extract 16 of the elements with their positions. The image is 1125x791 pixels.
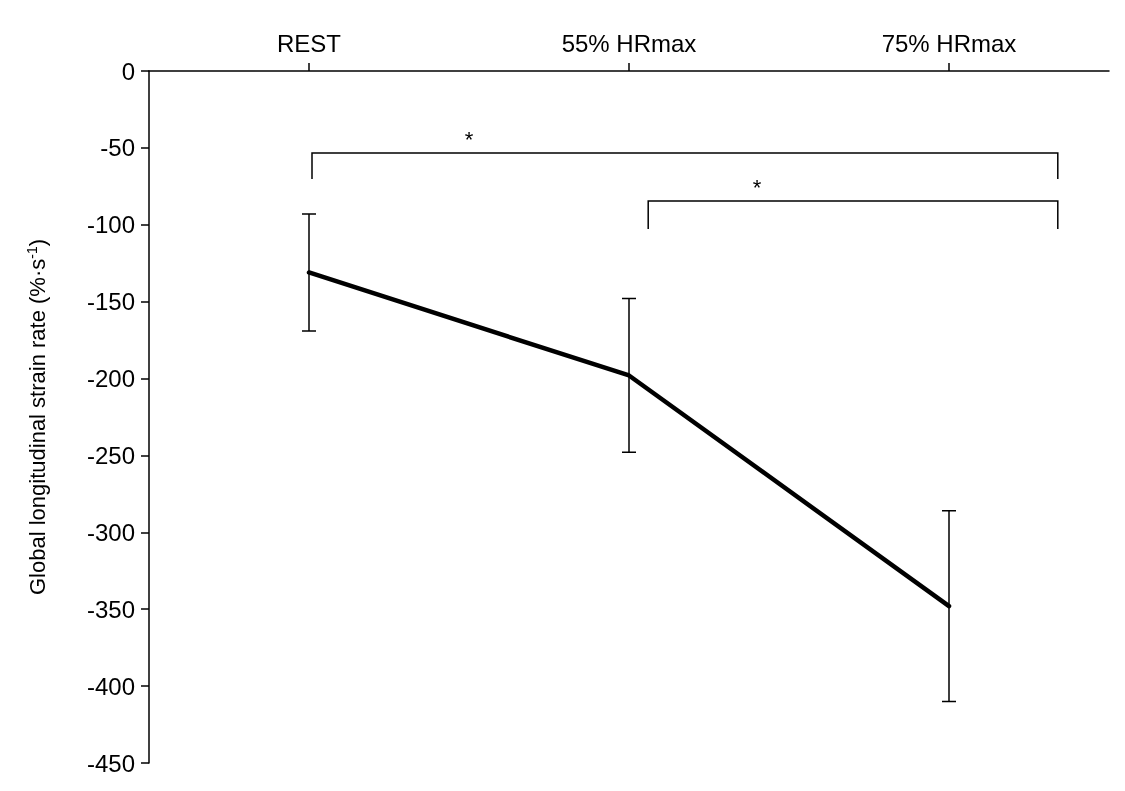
annotation: * xyxy=(752,175,762,200)
y-tick-label: -150 xyxy=(86,288,135,316)
y-tick-label: -300 xyxy=(86,518,135,546)
x-tick-label: 55% HRmax xyxy=(561,29,697,57)
y-tick-label: -200 xyxy=(86,365,135,393)
y-tick-label: -350 xyxy=(86,595,135,623)
annotation: * xyxy=(464,127,474,152)
y-tick-label: 0 xyxy=(121,57,135,85)
y-tick-label: -100 xyxy=(86,211,135,239)
x-tick-label: 75% HRmax xyxy=(881,29,1017,57)
y-tick-label: -50 xyxy=(100,134,135,162)
y-tick-label: -250 xyxy=(86,441,135,469)
y-tick-label: -450 xyxy=(86,749,135,777)
y-axis-title: Global longitudinal strain rate (%·s-1) xyxy=(24,238,50,596)
y-tick-label: -400 xyxy=(86,672,135,700)
x-tick-label: REST xyxy=(276,29,342,57)
